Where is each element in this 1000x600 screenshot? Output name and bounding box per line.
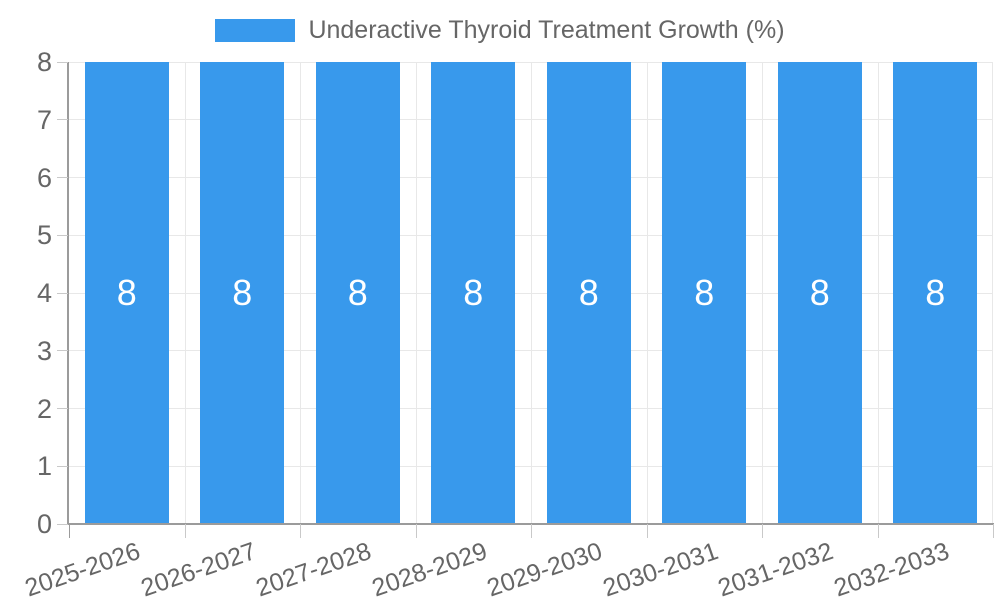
- x-tick-label: 2032-2033: [830, 537, 953, 600]
- v-gridline: [184, 62, 186, 524]
- plot-area: 8 8 8 8 8 8 8 8: [69, 61, 993, 524]
- bar[interactable]: 8: [777, 62, 862, 524]
- y-tick-mark: [57, 408, 68, 409]
- x-tick-mark: [69, 524, 70, 538]
- v-gridline: [992, 62, 993, 524]
- x-tick-label: 2028-2029: [368, 537, 491, 600]
- bar-value-label: 8: [116, 272, 137, 313]
- y-tick-label: 4: [36, 278, 52, 308]
- x-tick-mark: [646, 524, 648, 538]
- y-tick-mark: [57, 523, 68, 525]
- bar-value-label: 8: [578, 272, 599, 313]
- y-tick-label: 1: [36, 451, 52, 482]
- bar-value-label: 8: [694, 272, 715, 313]
- y-tick-label: 6: [36, 162, 52, 193]
- x-tick-mark: [415, 524, 417, 538]
- v-gridline: [762, 62, 763, 524]
- x-tick-label: 2027-2028: [252, 537, 375, 600]
- v-gridline: [646, 62, 648, 524]
- legend-swatch-icon: [215, 19, 296, 42]
- x-tick-label: 2030-2031: [599, 537, 722, 600]
- y-tick-mark: [57, 119, 68, 121]
- y-tick-label: 2: [36, 393, 52, 424]
- bar-value-label: 8: [809, 272, 830, 313]
- v-gridline: [415, 62, 417, 524]
- x-tick-mark: [877, 524, 879, 538]
- y-tick-mark: [57, 177, 68, 178]
- y-axis-line: [67, 62, 69, 524]
- x-tick-label: 2031-2032: [714, 537, 837, 600]
- x-tick-mark: [531, 524, 532, 538]
- bar-value-label: 8: [463, 272, 484, 313]
- bar[interactable]: 8: [662, 62, 747, 524]
- x-tick-label: 2026-2027: [137, 537, 260, 600]
- y-tick-label: 7: [36, 104, 52, 135]
- bar-value-label: 8: [925, 272, 946, 313]
- chart-legend[interactable]: Underactive Thyroid Treatment Growth (%): [0, 16, 1000, 45]
- legend-label: Underactive Thyroid Treatment Growth (%): [308, 16, 785, 44]
- y-tick-mark: [57, 234, 68, 236]
- v-gridline: [877, 62, 879, 524]
- v-gridline: [300, 62, 301, 524]
- y-tick-mark: [57, 61, 68, 63]
- bar-value-label: 8: [347, 272, 368, 313]
- y-tick-label: 3: [36, 335, 52, 366]
- x-tick-mark: [762, 524, 763, 538]
- bar-value-label: 8: [232, 272, 253, 313]
- bar[interactable]: 8: [200, 62, 285, 524]
- v-gridline: [531, 62, 532, 524]
- y-tick-mark: [57, 292, 68, 294]
- bar[interactable]: 8: [546, 62, 631, 524]
- bar[interactable]: 8: [431, 62, 516, 524]
- y-tick-label: 5: [36, 220, 52, 251]
- x-tick-mark: [993, 524, 994, 538]
- y-tick-mark: [57, 350, 68, 352]
- y-tick-mark: [57, 465, 68, 467]
- x-tick-label: 2025-2026: [21, 537, 144, 600]
- y-tick-label: 8: [36, 47, 52, 77]
- y-tick-label: 0: [36, 509, 52, 539]
- x-tick-mark: [300, 524, 301, 538]
- x-tick-label: 2029-2030: [483, 537, 606, 600]
- x-tick-mark: [184, 524, 186, 538]
- bar[interactable]: 8: [84, 62, 169, 524]
- bar[interactable]: 8: [893, 62, 978, 524]
- bar[interactable]: 8: [315, 62, 400, 524]
